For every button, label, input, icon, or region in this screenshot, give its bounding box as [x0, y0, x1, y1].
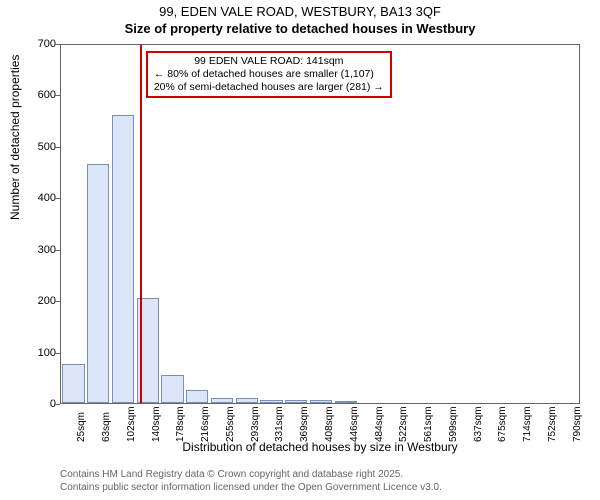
bar	[335, 401, 357, 403]
bar	[236, 398, 258, 403]
x-tick-label: 102sqm	[126, 406, 137, 442]
x-tick-label: 140sqm	[151, 406, 162, 442]
bar	[285, 400, 307, 403]
x-axis-label: Distribution of detached houses by size …	[60, 440, 580, 454]
annotation-line3: 20% of semi-detached houses are larger (…	[154, 81, 384, 94]
x-tick-label: 522sqm	[398, 406, 409, 442]
annotation-line2: ← 80% of detached houses are smaller (1,…	[154, 68, 384, 81]
x-tick-label: 790sqm	[572, 406, 583, 442]
x-tick-label: 25sqm	[76, 412, 87, 442]
x-tick-label: 446sqm	[349, 406, 360, 442]
y-tick-label: 200	[38, 295, 56, 307]
bar	[62, 364, 84, 403]
y-tick-label: 600	[38, 89, 56, 101]
x-tick-label: 675sqm	[497, 406, 508, 442]
annotation-line1: 99 EDEN VALE ROAD: 141sqm	[154, 55, 384, 68]
footer-line2: Contains public sector information licen…	[60, 482, 442, 495]
title-main: 99, EDEN VALE ROAD, WESTBURY, BA13 3QF	[0, 4, 600, 19]
x-tick-label: 561sqm	[423, 406, 434, 442]
y-tick-mark	[55, 404, 60, 405]
x-tick-label: 599sqm	[448, 406, 459, 442]
bar	[87, 164, 109, 403]
bar	[161, 375, 183, 403]
x-tick-label: 216sqm	[200, 406, 211, 442]
y-tick-label: 500	[38, 141, 56, 153]
x-tick-label: 63sqm	[101, 412, 112, 442]
title-sub: Size of property relative to detached ho…	[0, 21, 600, 36]
x-tick-label: 331sqm	[274, 406, 285, 442]
y-tick-label: 100	[38, 347, 56, 359]
bar	[310, 400, 332, 403]
x-tick-label: 293sqm	[250, 406, 261, 442]
x-tick-label: 714sqm	[522, 406, 533, 442]
chart-plot-area: 99 EDEN VALE ROAD: 141sqm ← 80% of detac…	[60, 44, 580, 404]
footer-text: Contains HM Land Registry data © Crown c…	[60, 469, 442, 494]
annotation-box: 99 EDEN VALE ROAD: 141sqm ← 80% of detac…	[146, 51, 392, 98]
footer-line1: Contains HM Land Registry data © Crown c…	[60, 469, 442, 482]
x-tick-label: 408sqm	[324, 406, 335, 442]
x-tick-label: 637sqm	[473, 406, 484, 442]
x-tick-label: 752sqm	[547, 406, 558, 442]
bar	[260, 400, 282, 403]
bar	[211, 398, 233, 403]
y-tick-label: 700	[38, 38, 56, 50]
chart-container: 99, EDEN VALE ROAD, WESTBURY, BA13 3QF S…	[0, 0, 600, 500]
y-tick-label: 400	[38, 192, 56, 204]
x-tick-label: 369sqm	[299, 406, 310, 442]
bar	[112, 115, 134, 403]
x-tick-label: 255sqm	[225, 406, 236, 442]
y-axis-label: Number of detached properties	[8, 55, 22, 220]
y-tick-label: 300	[38, 244, 56, 256]
x-tick-label: 178sqm	[175, 406, 186, 442]
x-tick-label: 484sqm	[374, 406, 385, 442]
bar	[186, 390, 208, 403]
marker-line	[140, 45, 142, 403]
